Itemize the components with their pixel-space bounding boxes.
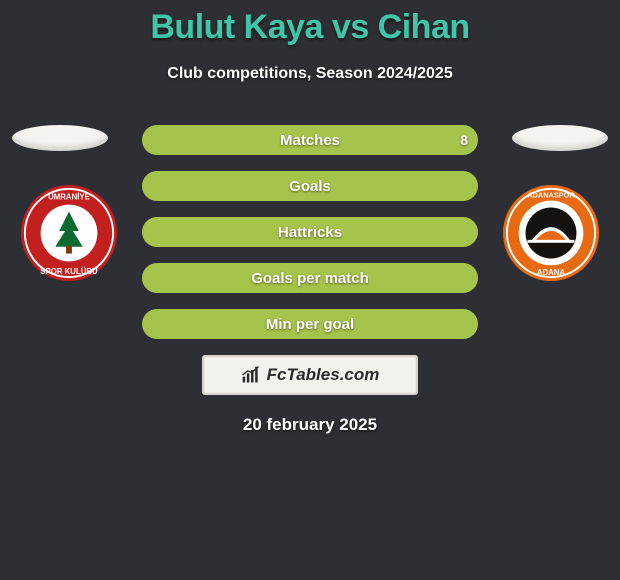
brand-badge[interactable]: FcTables.com [202, 355, 418, 395]
stat-bars: Matches 8 Goals Hattricks Goals per match Min… [142, 125, 478, 339]
bar-label: Goals [289, 178, 331, 195]
umraniye-crest-icon: ÜMRANİYE SPOR KULÜBÜ [20, 184, 118, 282]
date-label: 20 february 2025 [0, 415, 620, 435]
svg-text:SPOR KULÜBÜ: SPOR KULÜBÜ [40, 267, 98, 276]
player-marker-left [12, 125, 108, 151]
stat-bar-matches: Matches 8 [142, 125, 478, 155]
stat-bar-goals-per-match: Goals per match [142, 263, 478, 293]
chart-icon [241, 365, 261, 385]
page-title: Bulut Kaya vs Cihan [0, 0, 620, 47]
svg-text:ADANA: ADANA [537, 268, 566, 277]
stat-bar-hattricks: Hattricks [142, 217, 478, 247]
bar-label: Hattricks [278, 224, 342, 241]
bar-value-right: 8 [460, 132, 468, 148]
club-crest-right: ADANASPOR ADANA [502, 184, 600, 282]
player-marker-right [512, 125, 608, 151]
adanaspor-crest-icon: ADANASPOR ADANA [502, 184, 600, 282]
brand-text: FcTables.com [267, 365, 380, 385]
club-crest-left: ÜMRANİYE SPOR KULÜBÜ [20, 184, 118, 282]
svg-text:ADANASPOR: ADANASPOR [527, 191, 575, 200]
bar-label: Goals per match [251, 270, 369, 287]
subtitle: Club competitions, Season 2024/2025 [0, 65, 620, 83]
stat-bar-min-per-goal: Min per goal [142, 309, 478, 339]
stat-bar-goals: Goals [142, 171, 478, 201]
comparison-area: ÜMRANİYE SPOR KULÜBÜ ADANASPOR ADANA Mat… [0, 125, 620, 435]
svg-text:ÜMRANİYE: ÜMRANİYE [48, 193, 90, 202]
bar-label: Min per goal [266, 316, 354, 333]
bar-label: Matches [280, 132, 340, 149]
